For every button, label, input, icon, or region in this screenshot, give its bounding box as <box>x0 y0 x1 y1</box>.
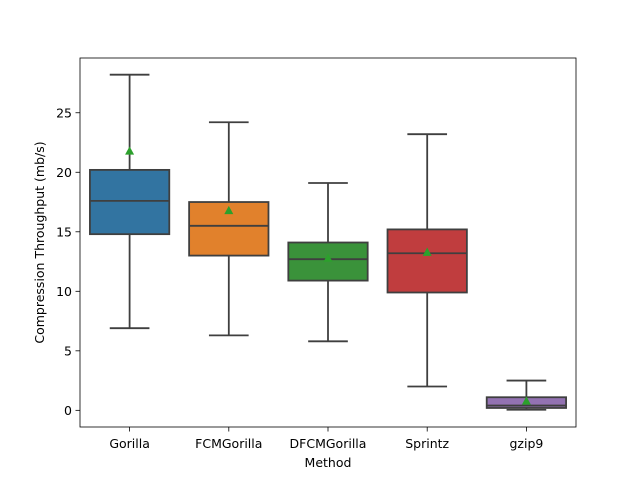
box-iqr <box>386 228 468 294</box>
mean-marker <box>125 146 135 155</box>
box-group-sprintz <box>386 133 468 388</box>
box-group-dfcmgorilla <box>287 182 369 343</box>
box-iqr <box>89 168 171 236</box>
x-axis-ticks: Gorilla FCMGorilla DFCMGorilla Sprintz gzip9 <box>109 427 543 451</box>
y-tick-label: 20 <box>56 165 72 180</box>
y-tick-label: 25 <box>56 105 72 120</box>
y-tick-label: 15 <box>56 224 72 239</box>
x-tick-label: DFCMGorilla <box>290 436 367 451</box>
box-group-fcmgorilla <box>188 121 270 337</box>
box-group-gzip9 <box>485 379 567 411</box>
y-tick-label: 0 <box>64 403 72 418</box>
box-iqr <box>188 201 270 257</box>
x-tick-label: gzip9 <box>509 436 543 451</box>
mean-marker <box>422 247 432 256</box>
mean-marker <box>521 396 531 405</box>
x-tick-label: Gorilla <box>109 436 150 451</box>
y-axis-label: Compression Throughput (mb/s) <box>32 141 47 343</box>
box-group-gorilla <box>89 73 171 330</box>
x-tick-label: FCMGorilla <box>195 436 262 451</box>
y-tick-label: 5 <box>64 343 72 358</box>
boxes-layer <box>89 73 567 411</box>
y-axis-ticks: 0 5 10 15 20 25 <box>56 105 80 418</box>
y-tick-label: 10 <box>56 284 72 299</box>
x-axis-label: Method <box>305 455 352 470</box>
mean-marker <box>323 253 333 262</box>
plot-area-frame <box>79 57 577 428</box>
mean-marker <box>224 205 234 215</box>
x-tick-label: Sprintz <box>405 436 449 451</box>
